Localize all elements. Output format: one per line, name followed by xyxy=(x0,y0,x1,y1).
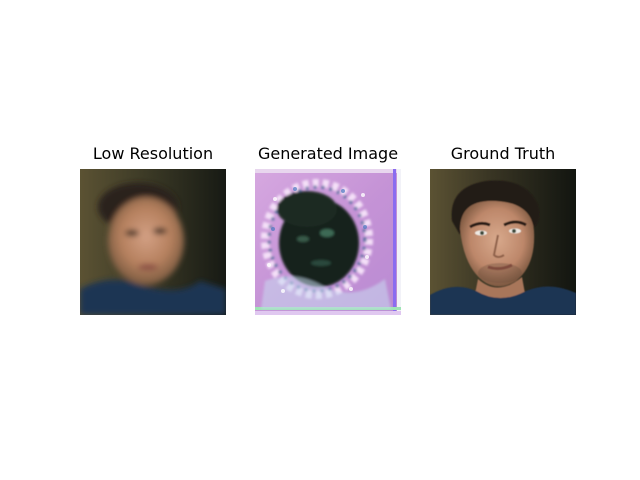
panel-title-generated-image: Generated Image xyxy=(257,144,399,163)
panel-title-ground-truth: Ground Truth xyxy=(450,144,556,163)
low-resolution-image xyxy=(80,169,226,315)
panel-title-low-resolution: Low Resolution xyxy=(92,144,214,163)
generated-image xyxy=(255,169,401,315)
panel-low-resolution: Low Resolution xyxy=(80,143,226,315)
panel-ground-truth: Ground Truth xyxy=(430,143,576,315)
ground-truth-image xyxy=(430,169,576,315)
panel-generated-image: Generated Image xyxy=(255,143,401,315)
